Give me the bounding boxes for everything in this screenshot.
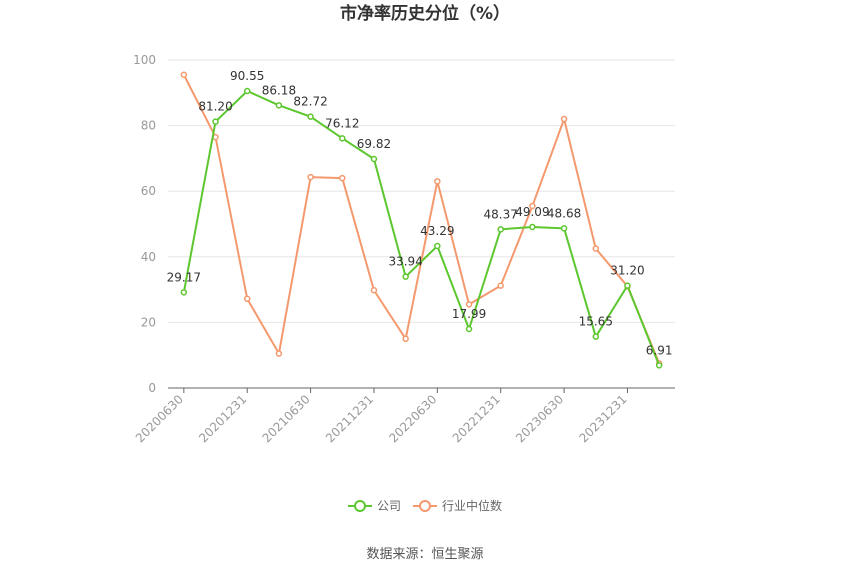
series-0-point [497,226,504,233]
data-label: 81.20 [198,100,232,114]
series-0-point [370,155,378,163]
x-tick-label: 20231231 [577,392,630,445]
y-tick-label: 100 [133,53,156,67]
data-label: 17.99 [452,307,486,321]
x-tick-label: 20201231 [196,392,249,445]
legend-marker [419,500,431,512]
series-0-point [560,225,568,232]
series-1-point [497,282,504,289]
series-1-point [592,245,600,252]
legend-label: 公司 [377,499,401,513]
legend[interactable]: 公司 行业中位数 [348,498,502,513]
x-tick-label: 20200630 [133,392,186,445]
series-1-point [434,178,441,185]
series-0-point [624,282,631,289]
x-tick-label: 20221231 [450,392,503,445]
grid [168,59,675,323]
data-label: 76.12 [325,116,359,130]
data-label: 33.94 [388,255,422,269]
series-1-point [560,115,568,123]
data-label: 15.65 [579,315,613,329]
x-tick-label: 20210630 [260,392,313,445]
series-0-point [307,113,314,120]
series-1-point [275,350,283,357]
legend-label: 行业中位数 [442,498,502,513]
series-0-point [339,135,346,142]
series-1-point [307,173,314,181]
y-tick-label: 0 [148,381,156,395]
y-tick-label: 60 [141,184,156,198]
series-1-point [180,71,188,79]
series-line-0 [182,89,661,366]
series-1-point [402,335,409,343]
series-0-point [529,223,536,231]
series-1-point [370,287,378,294]
legend-marker [354,500,366,512]
data-label: 43.29 [420,224,454,238]
data-label: 48.68 [547,206,581,220]
data-source: 数据来源：恒生聚源 [366,547,483,562]
y-tick-label: 40 [141,250,156,264]
series-0-point [243,87,251,95]
x-tick-label: 20211231 [323,392,376,445]
x-tick-label: 20220630 [386,392,439,445]
series-0-point [402,273,409,280]
data-label: 90.55 [230,69,264,83]
legend-item-1[interactable]: 行业中位数 [413,498,502,513]
data-label: 49.09 [515,205,549,219]
chart-title: 市净率历史分位（%） [340,3,510,24]
series-1-point [529,202,536,210]
series-0-point [180,289,188,296]
series-0-point [434,242,441,250]
y-tick-label: 80 [141,119,156,133]
data-label: 29.17 [167,270,201,284]
series-0-point [212,118,219,125]
series-1-point [243,295,251,303]
series-1-point [339,174,346,182]
data-label: 69.82 [357,137,391,151]
series-0-point [275,102,283,109]
x-tick-label: 20230630 [513,392,566,445]
series-0-point [592,333,600,340]
data-label: 6.91 [646,343,673,357]
series-0-point [465,325,473,333]
data-label: 82.72 [293,95,327,109]
data-label: 86.18 [262,83,296,97]
series [180,71,663,369]
series-0-point [655,362,663,369]
series-1-point [465,301,473,308]
y-tick-label: 20 [141,315,156,329]
data-label: 48.37 [484,207,518,221]
legend-item-0[interactable]: 公司 [348,499,401,513]
data-label: 31.20 [610,264,644,278]
